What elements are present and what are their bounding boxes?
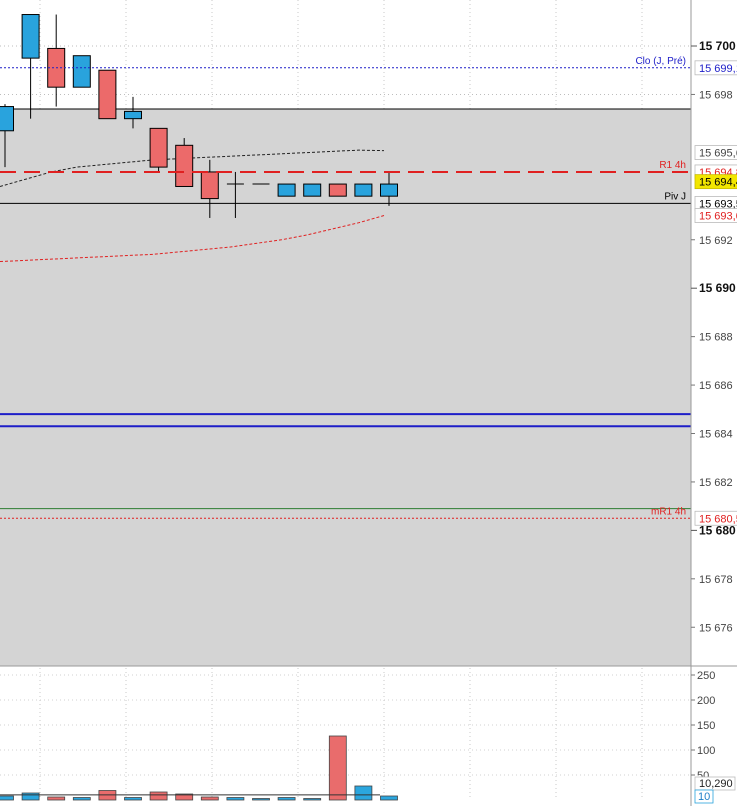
candle-body: [200, 171, 219, 200]
volume-bar[interactable]: [277, 797, 296, 801]
price-tag-label: 15 694,4: [699, 177, 737, 189]
shaded-zones: [0, 108, 691, 667]
price-tag-box: [694, 208, 737, 223]
volume-axis-label: 250: [697, 670, 715, 682]
volume-bar[interactable]: [72, 797, 91, 801]
price-tag-box: [694, 174, 737, 190]
price-tag[interactable]: 15 699,1: [694, 60, 737, 76]
candle[interactable]: [328, 183, 347, 197]
moving-averages: [0, 149, 385, 263]
candle[interactable]: [0, 104, 14, 168]
candle-body: [277, 183, 296, 197]
volume-bar[interactable]: [200, 796, 219, 801]
volume-bar[interactable]: [124, 797, 142, 801]
range-zone: [0, 108, 691, 667]
level-label: Clo (J, Pré): [635, 56, 686, 67]
volume-bar[interactable]: [354, 785, 373, 801]
price-tag-label: 15 699,1: [699, 63, 737, 75]
axis-tick-label-major: 15 690: [699, 281, 736, 295]
axis-tick-label: 15 686: [699, 380, 733, 392]
volume-bar[interactable]: [252, 798, 270, 801]
candle-body: [149, 127, 168, 168]
axis-tick-label: 15 698: [699, 89, 733, 101]
volume-bar[interactable]: [226, 797, 245, 801]
price-axis[interactable]: 15 698 15 692 15 688 15 686 15 684 15 682 15 6…: [690, 0, 737, 806]
candle[interactable]: [98, 69, 117, 120]
volume-tag-box: [694, 776, 736, 791]
axis-tick-label-major: 15 700: [699, 39, 736, 53]
candle[interactable]: [21, 14, 40, 119]
price-tag-label: 15 695,6: [699, 148, 737, 160]
volume-tag-label: 10: [698, 791, 710, 803]
candle[interactable]: [277, 183, 296, 197]
level-label: Piv J: [664, 191, 686, 202]
named-levels: Clo (J, Pré) R1 4h Piv J mR1 4h: [0, 56, 691, 519]
candle[interactable]: [226, 171, 244, 218]
price-tag[interactable]: 15 680,5: [694, 510, 737, 526]
price-tag[interactable]: 15 695,6: [694, 145, 737, 160]
axis-background: [691, 0, 737, 806]
volume-bar[interactable]: [175, 793, 194, 801]
candle[interactable]: [72, 55, 91, 88]
candle[interactable]: [380, 171, 398, 206]
price-tag[interactable]: 15 694,4: [694, 174, 737, 190]
axis-tick-label: 15 682: [699, 477, 733, 489]
candle-body: [380, 183, 398, 197]
volume-bar[interactable]: [328, 735, 347, 801]
candle-body: [98, 69, 117, 120]
candle[interactable]: [354, 183, 373, 197]
level-label: mR1 4h: [651, 506, 686, 517]
candle-body: [0, 106, 14, 132]
axis-tick-label: 15 684: [699, 429, 733, 441]
volume-axis-label: 100: [697, 745, 715, 757]
price-tag-label: 15 680,5: [699, 513, 737, 525]
level-label: R1 4h: [659, 160, 686, 171]
volume-last-tag: 10: [694, 789, 714, 804]
moving-average-red: [0, 215, 385, 263]
volume-bar[interactable]: [0, 795, 14, 801]
candles[interactable]: [0, 14, 398, 218]
volume-tag-box: [694, 789, 714, 804]
price-tag-box: [694, 510, 737, 526]
volume-tag-label: 10,290: [699, 778, 733, 790]
price-tag-box: [694, 60, 737, 76]
volume-axis-label: 150: [697, 720, 715, 732]
volume-bar[interactable]: [21, 792, 40, 801]
candle-body: [303, 183, 322, 197]
candle[interactable]: [175, 138, 194, 187]
axis-tick-label: 15 676: [699, 622, 733, 634]
axis-tick-label: 15 688: [699, 332, 733, 344]
axis-tick-label: 15 678: [699, 574, 733, 586]
axis-tick-label-major: 15 680: [699, 523, 736, 537]
price-tag-label: 15 693,5: [699, 198, 737, 210]
candle-body: [175, 144, 194, 187]
candle-body: [354, 183, 373, 197]
volume-bar[interactable]: [149, 791, 168, 801]
candle-body: [124, 110, 142, 120]
candle[interactable]: [303, 183, 322, 197]
volume-bar[interactable]: [380, 795, 398, 801]
candle[interactable]: [149, 127, 168, 172]
price-tag-box: [694, 145, 737, 160]
volume-bar[interactable]: [47, 796, 66, 801]
price-tag-label: 15 693,0: [699, 211, 737, 223]
axis-tick-label: 15 692: [699, 235, 733, 247]
volume-axis-label: 200: [697, 695, 715, 707]
candle-body: [328, 183, 347, 197]
volume-average-tag: 10,290: [694, 776, 736, 791]
candle-body: [72, 55, 91, 88]
candle[interactable]: [200, 159, 219, 218]
price-tag[interactable]: 15 693,0: [694, 208, 737, 223]
candle[interactable]: [124, 96, 142, 129]
volume-bar[interactable]: [303, 798, 322, 801]
moving-average-black: [0, 149, 385, 187]
candle-body: [21, 14, 40, 59]
